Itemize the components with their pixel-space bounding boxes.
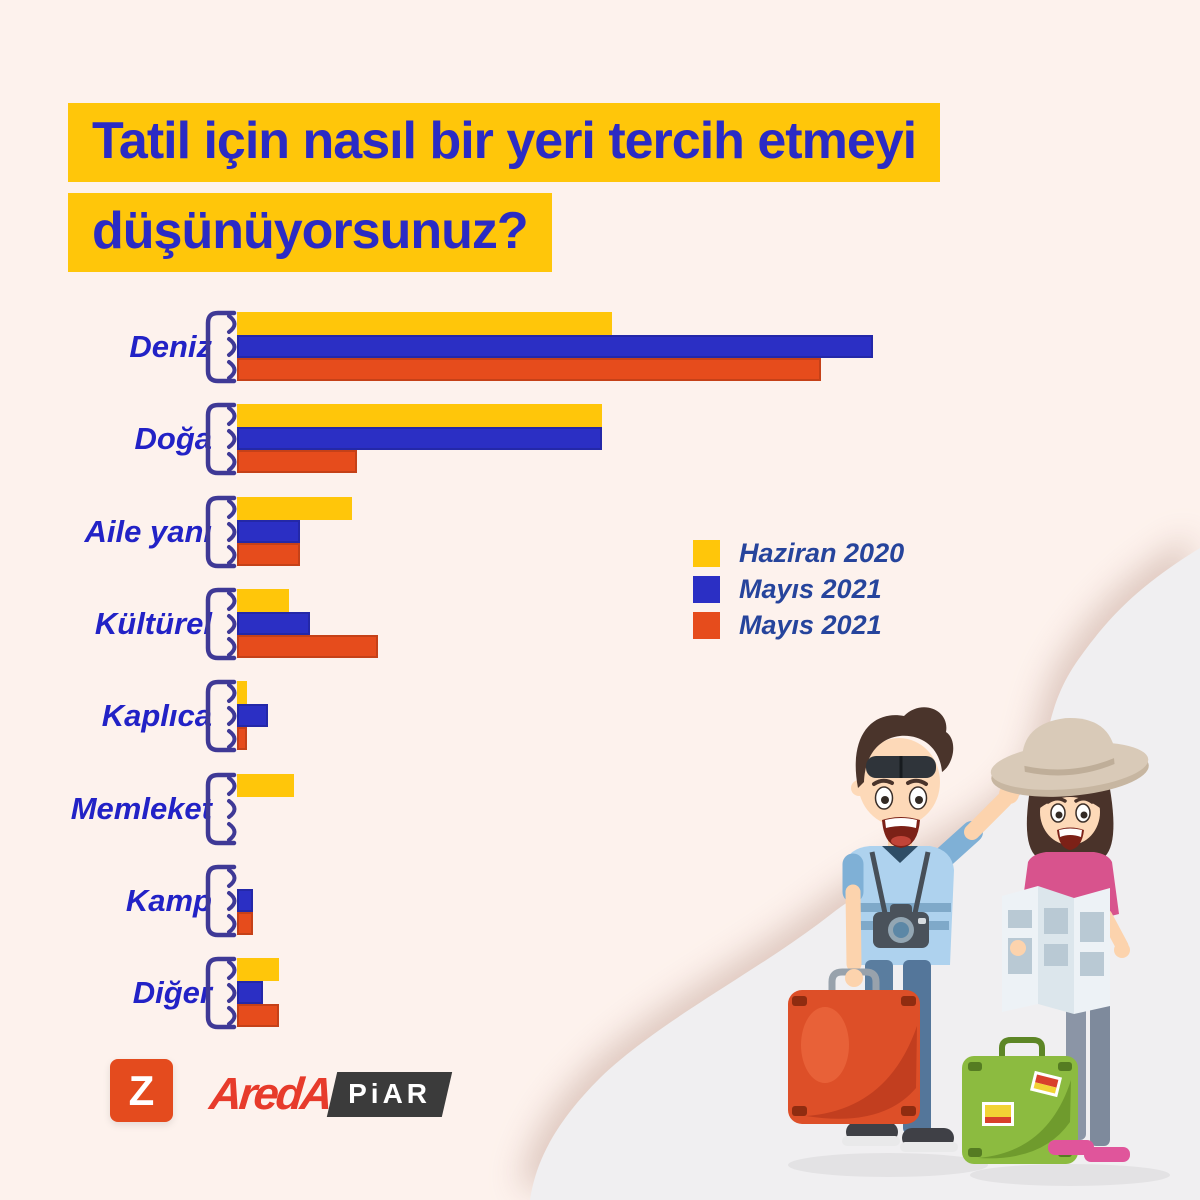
bar-mayıs-2021-kültürel: [237, 612, 310, 635]
bar-haziran-2020-deniz: [237, 312, 612, 335]
sun-hat: [990, 718, 1149, 797]
group-brace: [205, 772, 237, 846]
legend-item: Mayıs 2021: [693, 612, 904, 639]
category-label: Memleket: [70, 790, 212, 826]
bar-mayıs-2021-kamp: [237, 889, 253, 912]
piar-badge: PiAR: [326, 1071, 453, 1117]
legend-swatch: [693, 540, 720, 567]
woman-teeth: [1059, 828, 1082, 837]
legend-label: Mayıs 2021: [739, 574, 882, 604]
bar-mayıs-2021-aile-yanı: [237, 543, 300, 566]
woman-eyebrows: [1046, 797, 1094, 804]
legend-item: Haziran 2020: [693, 540, 904, 567]
man-hand: [845, 969, 863, 987]
page-title: Tatil için nasıl bir yeri tercih etmeyi …: [68, 103, 941, 273]
group-brace: [205, 864, 237, 938]
bar-mayıs-2021-kültürel: [237, 635, 378, 658]
man-hair: [855, 707, 954, 788]
bar-haziran-2020-memleket: [237, 774, 294, 797]
man-pupil: [915, 796, 923, 804]
z-logo: Z: [110, 1059, 173, 1122]
title-line-2: düşünüyorsunuz?: [68, 193, 552, 273]
bar-mayıs-2021-kamp: [237, 912, 253, 935]
bar-mayıs-2021-kaplıca: [237, 727, 247, 750]
areda-piar-logo: AredA PiAR: [207, 1068, 453, 1120]
man-eyebrows: [872, 778, 928, 786]
group-brace: [205, 495, 237, 569]
category-label: Diğer: [132, 974, 212, 1010]
shoe-sole: [842, 1136, 900, 1146]
group-brace: [205, 310, 237, 384]
legend-label: Haziran 2020: [739, 538, 905, 568]
z-logo-letter: Z: [128, 1066, 155, 1114]
woman-shoe: [1048, 1140, 1094, 1155]
man-collar: [882, 846, 918, 863]
bar-mayıs-2021-doğa: [237, 427, 602, 450]
woman-leg: [1090, 966, 1110, 1146]
woman-pupil: [1080, 811, 1088, 819]
woman-hand: [1114, 942, 1130, 958]
piar-badge-text: PiAR: [348, 1077, 432, 1109]
suitcase-sticker: [982, 1102, 1014, 1126]
legend-swatch: [693, 576, 720, 603]
group-brace: [205, 956, 237, 1030]
bar-mayıs-2021-deniz: [237, 358, 821, 381]
travelers-illustration: [788, 707, 1170, 1186]
man-teeth: [885, 818, 917, 828]
bar-mayıs-2021-diğer: [237, 981, 263, 1004]
category-label: Kamp: [125, 882, 212, 918]
man-tongue: [891, 836, 911, 846]
bar-haziran-2020-diğer: [237, 958, 279, 981]
woman-shoe: [1084, 1147, 1130, 1162]
ground-shadow: [970, 1164, 1170, 1186]
man-forearm: [964, 792, 1012, 840]
category-label: Doğa: [134, 420, 213, 456]
woman-traveler-figure: [962, 718, 1149, 1164]
man-pupil: [881, 796, 889, 804]
camera-strap: [869, 851, 931, 919]
legend-swatch: [693, 612, 720, 639]
woman-pupil: [1055, 811, 1063, 819]
man-forearm: [845, 884, 862, 972]
legend-label: Mayıs 2021: [739, 610, 882, 640]
bar-mayıs-2021-doğa: [237, 450, 357, 473]
suitcase-sticker: [1029, 1070, 1063, 1098]
group-brace: [205, 679, 237, 753]
group-brace: [205, 402, 237, 476]
bar-haziran-2020-kültürel: [237, 589, 289, 612]
category-label: Kültürel: [94, 605, 212, 641]
camera: [873, 904, 929, 948]
title-line-1: Tatil için nasıl bir yeri tercih etmeyi: [68, 103, 941, 183]
red-suitcase: [788, 968, 920, 1124]
category-label: Kaplıca: [101, 697, 212, 733]
bar-haziran-2020-doğa: [237, 404, 602, 427]
woman-hand: [1010, 940, 1026, 956]
bar-mayıs-2021-kaplıca: [237, 704, 268, 727]
legend-item: Mayıs 2021: [693, 576, 904, 603]
category-label: Deniz: [129, 328, 212, 364]
bar-haziran-2020-kaplıca: [237, 681, 247, 704]
man-traveler-figure: [788, 707, 1019, 1152]
bar-mayıs-2021-deniz: [237, 335, 873, 358]
chart-legend: Haziran 2020 Mayıs 2021 Mayıs 2021: [693, 540, 904, 648]
category-label: Aile yanı: [84, 513, 213, 549]
bar-haziran-2020-aile-yanı: [237, 497, 352, 520]
bar-mayıs-2021-diğer: [237, 1004, 279, 1027]
shoe-sole: [900, 1142, 958, 1152]
areda-logo-text: AredA: [207, 1068, 333, 1119]
group-brace: [205, 587, 237, 661]
bar-mayıs-2021-aile-yanı: [237, 520, 300, 543]
ground-shadow: [788, 1153, 988, 1177]
